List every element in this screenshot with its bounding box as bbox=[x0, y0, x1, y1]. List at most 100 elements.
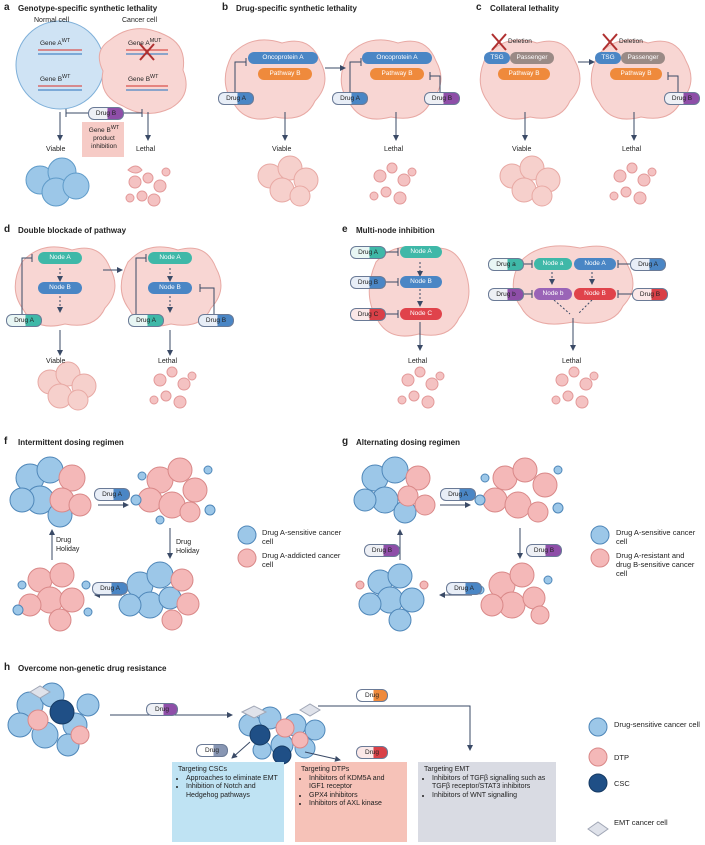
lethal-label-e2: Lethal bbox=[562, 358, 582, 365]
panel-g-title: Alternating dosing regimen bbox=[356, 438, 461, 447]
legend-h-dtp: DTP bbox=[614, 753, 629, 762]
box-dtp-item: Inhibitors of KDM5A and IGF1 receptor bbox=[309, 775, 401, 792]
gene-a-wt-label: Gene AWT bbox=[40, 38, 71, 48]
viable-label-a: Viable bbox=[46, 146, 66, 153]
pathway-b-node-c1: Pathway B bbox=[498, 68, 550, 80]
tumour-cluster-g1 bbox=[353, 456, 436, 524]
gene-a-mut-label: Gene AMUT bbox=[128, 38, 162, 48]
node-a-e: Node A bbox=[400, 246, 442, 258]
drug-a-g1: Drug A bbox=[440, 488, 476, 501]
node-b-e: Node B bbox=[400, 276, 442, 288]
box-emt-item: Inhibitors of WNT signalling bbox=[432, 792, 550, 801]
tumour-cluster-g2 bbox=[474, 457, 564, 523]
node-b-upper-e: Node B bbox=[574, 288, 616, 300]
panel-f-title: Intermittent dosing regimen bbox=[18, 438, 124, 447]
panel-f-letter: f bbox=[4, 436, 8, 447]
drug-b-g1: Drug B bbox=[526, 544, 562, 557]
legend-h-csc: CSC bbox=[614, 779, 630, 788]
drug-a-f2: Drug A bbox=[92, 582, 128, 595]
normal-cell-shape bbox=[15, 20, 105, 110]
legend-sensitive-icon bbox=[237, 525, 257, 545]
box-emt-title: Targeting EMT bbox=[424, 766, 470, 773]
panel-d-letter: d bbox=[4, 224, 11, 235]
tumour-cluster-f2 bbox=[130, 457, 216, 525]
panel-a-letter: a bbox=[4, 2, 10, 13]
panel-c-letter: c bbox=[476, 2, 482, 13]
panel-a-title: Genotype-specific synthetic lethality bbox=[18, 4, 158, 13]
lethal-label-b: Lethal bbox=[384, 146, 404, 153]
legend-sensitive-g: Drug A-sensitive cancer cell bbox=[616, 528, 696, 546]
viable-label-b: Viable bbox=[272, 146, 292, 153]
lethal-label-c: Lethal bbox=[622, 146, 642, 153]
node-c-e: Node C bbox=[400, 308, 442, 320]
tsg-node-1: TSG bbox=[484, 52, 510, 64]
panel-h-letter: h bbox=[4, 662, 11, 673]
tumour-cluster-f1 bbox=[9, 456, 92, 528]
drug-b-lower-e: Drug b bbox=[488, 288, 524, 301]
box-dtp-bg bbox=[295, 762, 407, 842]
box-csc-bg bbox=[172, 762, 284, 842]
viable-label-c: Viable bbox=[512, 146, 532, 153]
lethal-label-e1: Lethal bbox=[408, 358, 428, 365]
oncoprotein-a-node-2: Oncoprotein A bbox=[362, 52, 432, 64]
box-emt-item: Inhibitors of TGFβ signalling such as TG… bbox=[432, 775, 550, 792]
drug-b-upper-e: Drug B bbox=[632, 288, 668, 301]
node-b-d1: Node B bbox=[38, 282, 82, 294]
cancer-cell-label: Cancer cell bbox=[122, 17, 158, 24]
box-targeting-cscs: Targeting CSCs Approaches to eliminate E… bbox=[172, 762, 284, 842]
node-a-d2: Node A bbox=[148, 252, 192, 264]
drug-a-g2: Drug A bbox=[446, 582, 482, 595]
drug-a-upper-e: Drug A bbox=[630, 258, 666, 271]
panel-d-title: Double blockade of pathway bbox=[18, 226, 127, 235]
drug-a-f1: Drug A bbox=[94, 488, 130, 501]
legend-h-csc-icon bbox=[588, 773, 608, 793]
passenger-node-2: Passenger bbox=[621, 52, 665, 64]
legend-g-resistant-icon bbox=[590, 548, 610, 568]
panel-c-title: Collateral lethality bbox=[490, 4, 559, 13]
drug-b-e: Drug B bbox=[350, 276, 386, 289]
legend-addicted-f: Drug A-addicted cancer cell bbox=[262, 551, 341, 569]
drug-holiday-f2: Drug Holiday bbox=[56, 537, 80, 553]
drug-b-a: Drug B bbox=[88, 107, 124, 120]
deletion-x-icon bbox=[491, 33, 618, 51]
legend-h-emt-icon bbox=[587, 821, 609, 837]
panel-b-letter: b bbox=[222, 2, 229, 13]
passenger-node-1: Passenger bbox=[510, 52, 554, 64]
tsg-node-2: TSG bbox=[595, 52, 621, 64]
panel-e-letter: e bbox=[342, 224, 348, 235]
drug-b-g2: Drug B bbox=[364, 544, 400, 557]
tumour-cluster-h1 bbox=[7, 682, 100, 757]
drug-h1: Drug bbox=[146, 703, 178, 716]
gene-b-wt-cancer-label: Gene BWT bbox=[128, 74, 159, 84]
drug-a-b1: Drug A bbox=[218, 92, 254, 105]
box-dtp-item: Inhibitors of AXL kinase bbox=[309, 800, 401, 809]
box-dtp-title: Targeting DTPs bbox=[301, 766, 350, 773]
drug-b-d2: Drug B bbox=[198, 314, 234, 327]
node-a-d1: Node A bbox=[38, 252, 82, 264]
node-b-lower-e: Node b bbox=[534, 288, 572, 300]
legend-sensitive-f: Drug A-sensitive cancer cell bbox=[262, 528, 342, 546]
box-csc-item: Inhibition of Notch and Hedgehog pathway… bbox=[186, 783, 278, 800]
legend-h-emt: EMT cancer cell bbox=[614, 818, 668, 827]
panel-h-title: Overcome non-genetic drug resistance bbox=[18, 664, 167, 673]
tumour-cluster-g4 bbox=[475, 562, 553, 625]
drug-h2: Drug bbox=[356, 689, 388, 702]
node-a-lower-e: Node a bbox=[534, 258, 572, 270]
legend-h-sensitive-icon bbox=[588, 717, 608, 737]
panel-e-title: Multi-node inhibition bbox=[356, 226, 435, 235]
box-csc-item: Approaches to eliminate EMT bbox=[186, 775, 278, 784]
drug-a-e: Drug A bbox=[350, 246, 386, 259]
drug-a-b2: Drug A bbox=[332, 92, 368, 105]
tumour-cluster-f3 bbox=[12, 562, 93, 632]
deletion-label-2: Deletion bbox=[619, 38, 643, 45]
tumour-cluster-g3 bbox=[355, 563, 429, 632]
legend-resistant-g: Drug A-resistant and drug B-sensitive ca… bbox=[616, 551, 695, 578]
box-targeting-dtps: Targeting DTPs Inhibitors of KDM5A and I… bbox=[295, 762, 407, 842]
tumour-cluster-f4 bbox=[118, 561, 200, 631]
drug-a-d2: Drug A bbox=[128, 314, 164, 327]
tumour-cluster-h2 bbox=[238, 703, 326, 765]
deletion-label-1: Deletion bbox=[508, 38, 532, 45]
drug-h3: Drug bbox=[196, 744, 228, 757]
normal-cell-label: Normal cell bbox=[34, 17, 70, 24]
